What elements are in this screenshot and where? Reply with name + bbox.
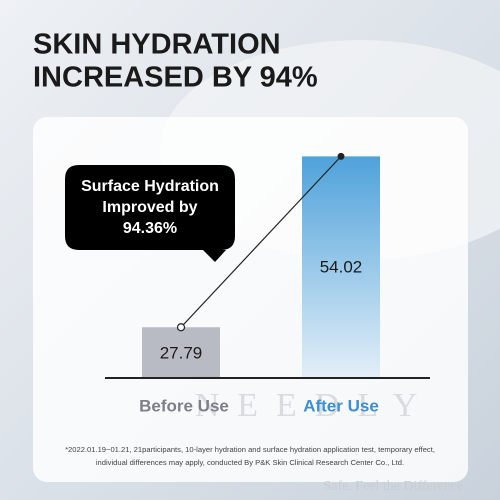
connector-line — [180, 155, 342, 328]
callout-text: 94.36% — [123, 220, 177, 237]
callout-text: Surface Hydration — [81, 178, 219, 195]
bar — [142, 327, 220, 378]
callout-text: Improved by — [102, 199, 197, 216]
title-line: INCREASED BY 94% — [33, 62, 318, 94]
point — [176, 323, 186, 332]
watermark: NEEDLY — [195, 387, 436, 424]
tagline: Safe. Feel the Difference. — [323, 479, 466, 494]
value-label: 54.02 — [320, 257, 363, 276]
x-tick-label: After Use — [303, 396, 379, 415]
x-tick-label: Before Use — [139, 396, 229, 415]
point — [337, 152, 345, 160]
bar — [302, 156, 380, 378]
value-label: 27.79 — [160, 344, 203, 363]
footnote: *2022.01.19~01.21, 21participants, 10-la… — [65, 445, 435, 454]
footnote: individual differences may apply, conduc… — [96, 458, 404, 467]
title-line: SKIN HYDRATION — [33, 29, 281, 61]
callout — [65, 165, 235, 262]
